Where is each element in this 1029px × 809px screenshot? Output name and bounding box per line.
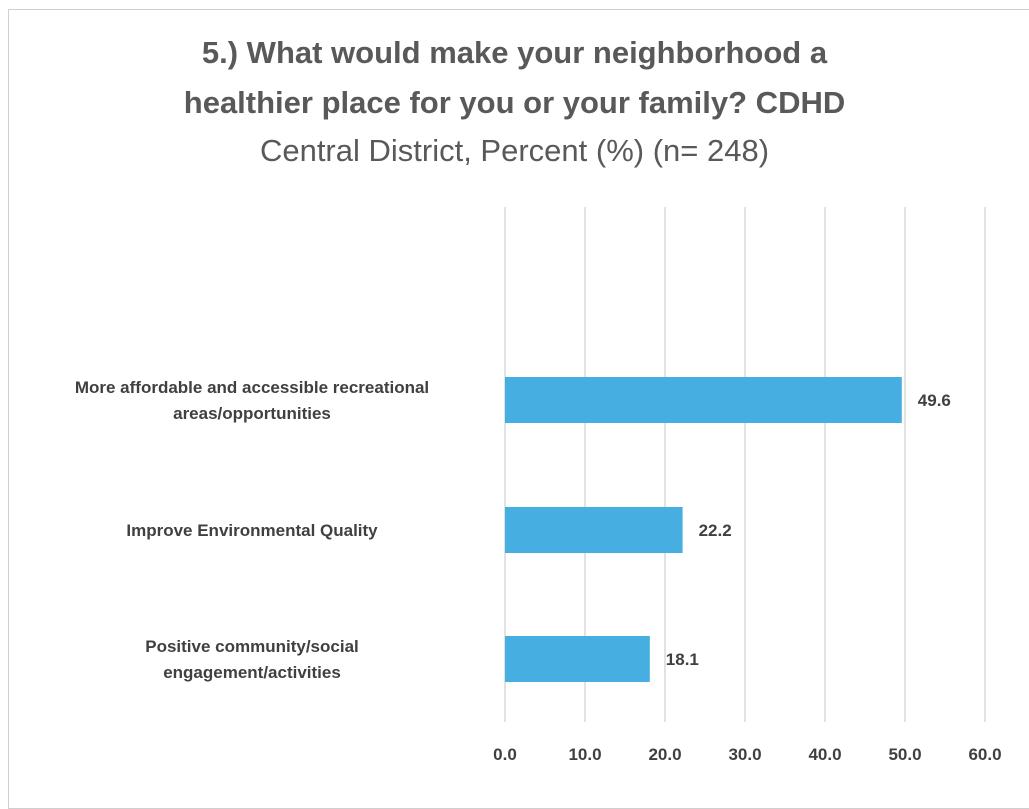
x-tick-label: 30.0 [728, 745, 761, 764]
chart-subtitle: Central District, Percent (%) (n= 248) [259, 133, 770, 168]
bar [505, 377, 902, 423]
chart-title-line-2: healthier place for you or your family? … [183, 85, 846, 120]
data-label: 49.6 [918, 391, 951, 410]
x-tick-label: 50.0 [888, 745, 921, 764]
x-tick-label: 60.0 [968, 745, 1001, 764]
x-tick-label: 20.0 [648, 745, 681, 764]
x-tick-label: 10.0 [568, 745, 601, 764]
category-label: More affordable and accessible recreatio… [75, 378, 429, 423]
x-tick-label: 0.0 [493, 745, 517, 764]
chart-title-line-1: 5.) What would make your neighborhood a [201, 35, 828, 70]
category-label-line: Improve Environmental Quality [126, 521, 378, 540]
data-label: 22.2 [699, 521, 732, 540]
x-tick-label: 40.0 [808, 745, 841, 764]
category-label-line: More affordable and accessible recreatio… [75, 378, 429, 397]
bar [505, 507, 683, 553]
category-label: Improve Environmental Quality [126, 521, 378, 540]
category-label-line: engagement/activities [163, 663, 341, 682]
category-label-line: areas/opportunities [173, 404, 331, 423]
bar [505, 636, 650, 682]
data-label: 18.1 [666, 650, 699, 669]
category-label: Positive community/social engagement/acti… [145, 637, 359, 682]
bar-chart: 0.0 10.0 20.0 30.0 40.0 50.0 60.0 49.6 More affo… [75, 207, 1002, 764]
category-label-line: Positive community/social [145, 637, 359, 656]
